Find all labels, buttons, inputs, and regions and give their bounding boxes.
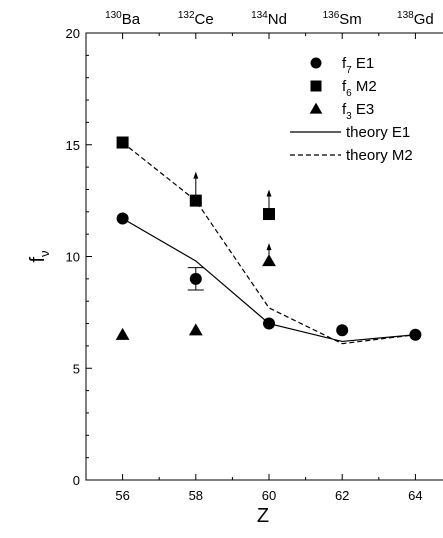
top-label-mass: 138 [397, 10, 414, 21]
top-label-element: Gd [414, 11, 434, 28]
plot-frame [85, 32, 443, 481]
top-nucleus-label: 132Ce [178, 10, 214, 28]
top-label-mass: 136 [323, 10, 340, 21]
y-axis-title-main: f [27, 257, 49, 263]
top-nucleus-label: 134Nd [251, 10, 287, 28]
data-point-f7-e1 [116, 212, 129, 225]
y-tick-label: 10 [66, 250, 80, 265]
legend-label-main: f [342, 78, 347, 95]
top-label-mass: 134 [251, 10, 268, 21]
data-point-f3-e3 [262, 254, 276, 267]
top-label-element: Ba [122, 11, 141, 28]
legend-label-rest: E3 [352, 101, 375, 118]
y-axis-title: fν [27, 250, 52, 262]
top-nucleus-label: 136Sm [323, 10, 362, 28]
x-tick-label: 56 [115, 488, 129, 503]
x-tick-label: 64 [408, 488, 422, 503]
data-point-f7-e1 [409, 328, 422, 341]
top-label-element: Nd [268, 11, 287, 28]
y-tick-label: 0 [73, 473, 80, 488]
y-tick-label: 20 [66, 26, 80, 41]
y-tick-label: 5 [73, 361, 80, 376]
series-line-theory-m2 [122, 142, 416, 345]
x-tick-label: 60 [262, 488, 276, 503]
legend-entry: theory E1 [346, 124, 410, 141]
top-label-mass: 132 [178, 10, 195, 21]
legend-marker [310, 57, 322, 69]
top-nucleus-label: 130Ba [105, 10, 141, 28]
legend-marker [310, 80, 322, 92]
legend-label-rest: E1 [352, 55, 375, 72]
x-tick-label: 62 [335, 488, 349, 503]
x-axis-title: Z [257, 505, 269, 527]
legend-label-main: theory M2 [346, 147, 413, 164]
legend-label-main: theory E1 [346, 124, 410, 141]
data-point-f6-m2 [263, 208, 275, 221]
top-label-element: Ce [195, 11, 214, 28]
data-point-f6-m2 [189, 194, 202, 207]
top-nucleus-label: 138Gd [397, 10, 434, 28]
lower-limit-arrow-head [193, 171, 199, 179]
top-label-element: Sm [339, 11, 362, 28]
data-point-f7-e1 [263, 317, 275, 330]
legend-entry: f3 E3 [342, 101, 374, 122]
data-point-f7-e1 [189, 272, 202, 285]
data-point-f3-e3 [188, 323, 203, 336]
lower-limit-arrow-head [266, 243, 272, 251]
y-tick-label: 15 [66, 138, 80, 153]
lower-limit-arrow-head [266, 189, 272, 197]
legend-label-sub: 6 [346, 88, 352, 99]
y-axis-title-sub: ν [37, 250, 52, 257]
data-point-f7-e1 [336, 324, 349, 337]
legend-label-main: f [342, 101, 347, 118]
data-point-f6-m2 [116, 136, 129, 149]
legend-marker [309, 102, 323, 114]
legend-label-rest: M2 [352, 78, 377, 95]
legend-label-sub: 3 [346, 111, 352, 122]
data-point-f3-e3 [115, 327, 130, 340]
legend-entry: f7 E1 [342, 55, 374, 76]
legend-label-main: f [342, 55, 347, 72]
top-label-mass: 130 [105, 10, 122, 21]
legend-entry: f6 M2 [342, 78, 377, 99]
x-tick-label: 58 [189, 488, 203, 503]
legend-label-sub: 7 [346, 65, 352, 76]
legend-entry: theory M2 [346, 147, 413, 164]
